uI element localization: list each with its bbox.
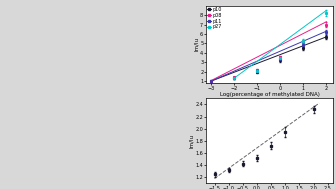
Y-axis label: Im/Iu: Im/Iu [194, 37, 199, 51]
Legend: p10, p08, p11, p27: p10, p08, p11, p27 [207, 7, 222, 30]
X-axis label: Log(percentage of methylated DNA): Log(percentage of methylated DNA) [220, 92, 320, 97]
Y-axis label: Im/Iu: Im/Iu [189, 134, 194, 148]
